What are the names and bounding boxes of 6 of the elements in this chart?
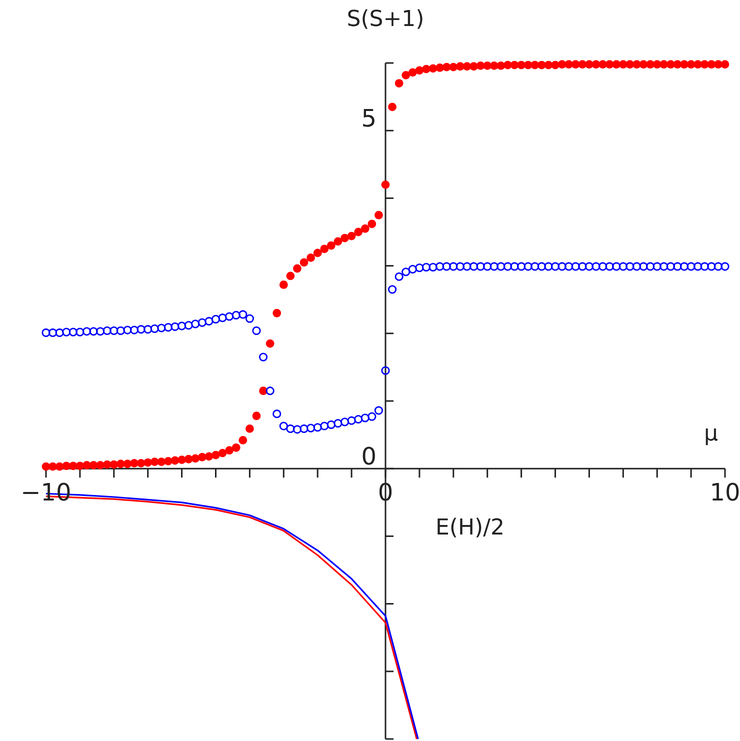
annotation: E(H)/2 [436,516,505,541]
y-tick-label: 5 [361,104,376,133]
x-tick-label: −10 [20,478,72,507]
x-tick-label: 10 [710,478,740,507]
y-axis-title: S(S+1) [346,7,424,32]
x-axis-title: μ [704,422,718,447]
